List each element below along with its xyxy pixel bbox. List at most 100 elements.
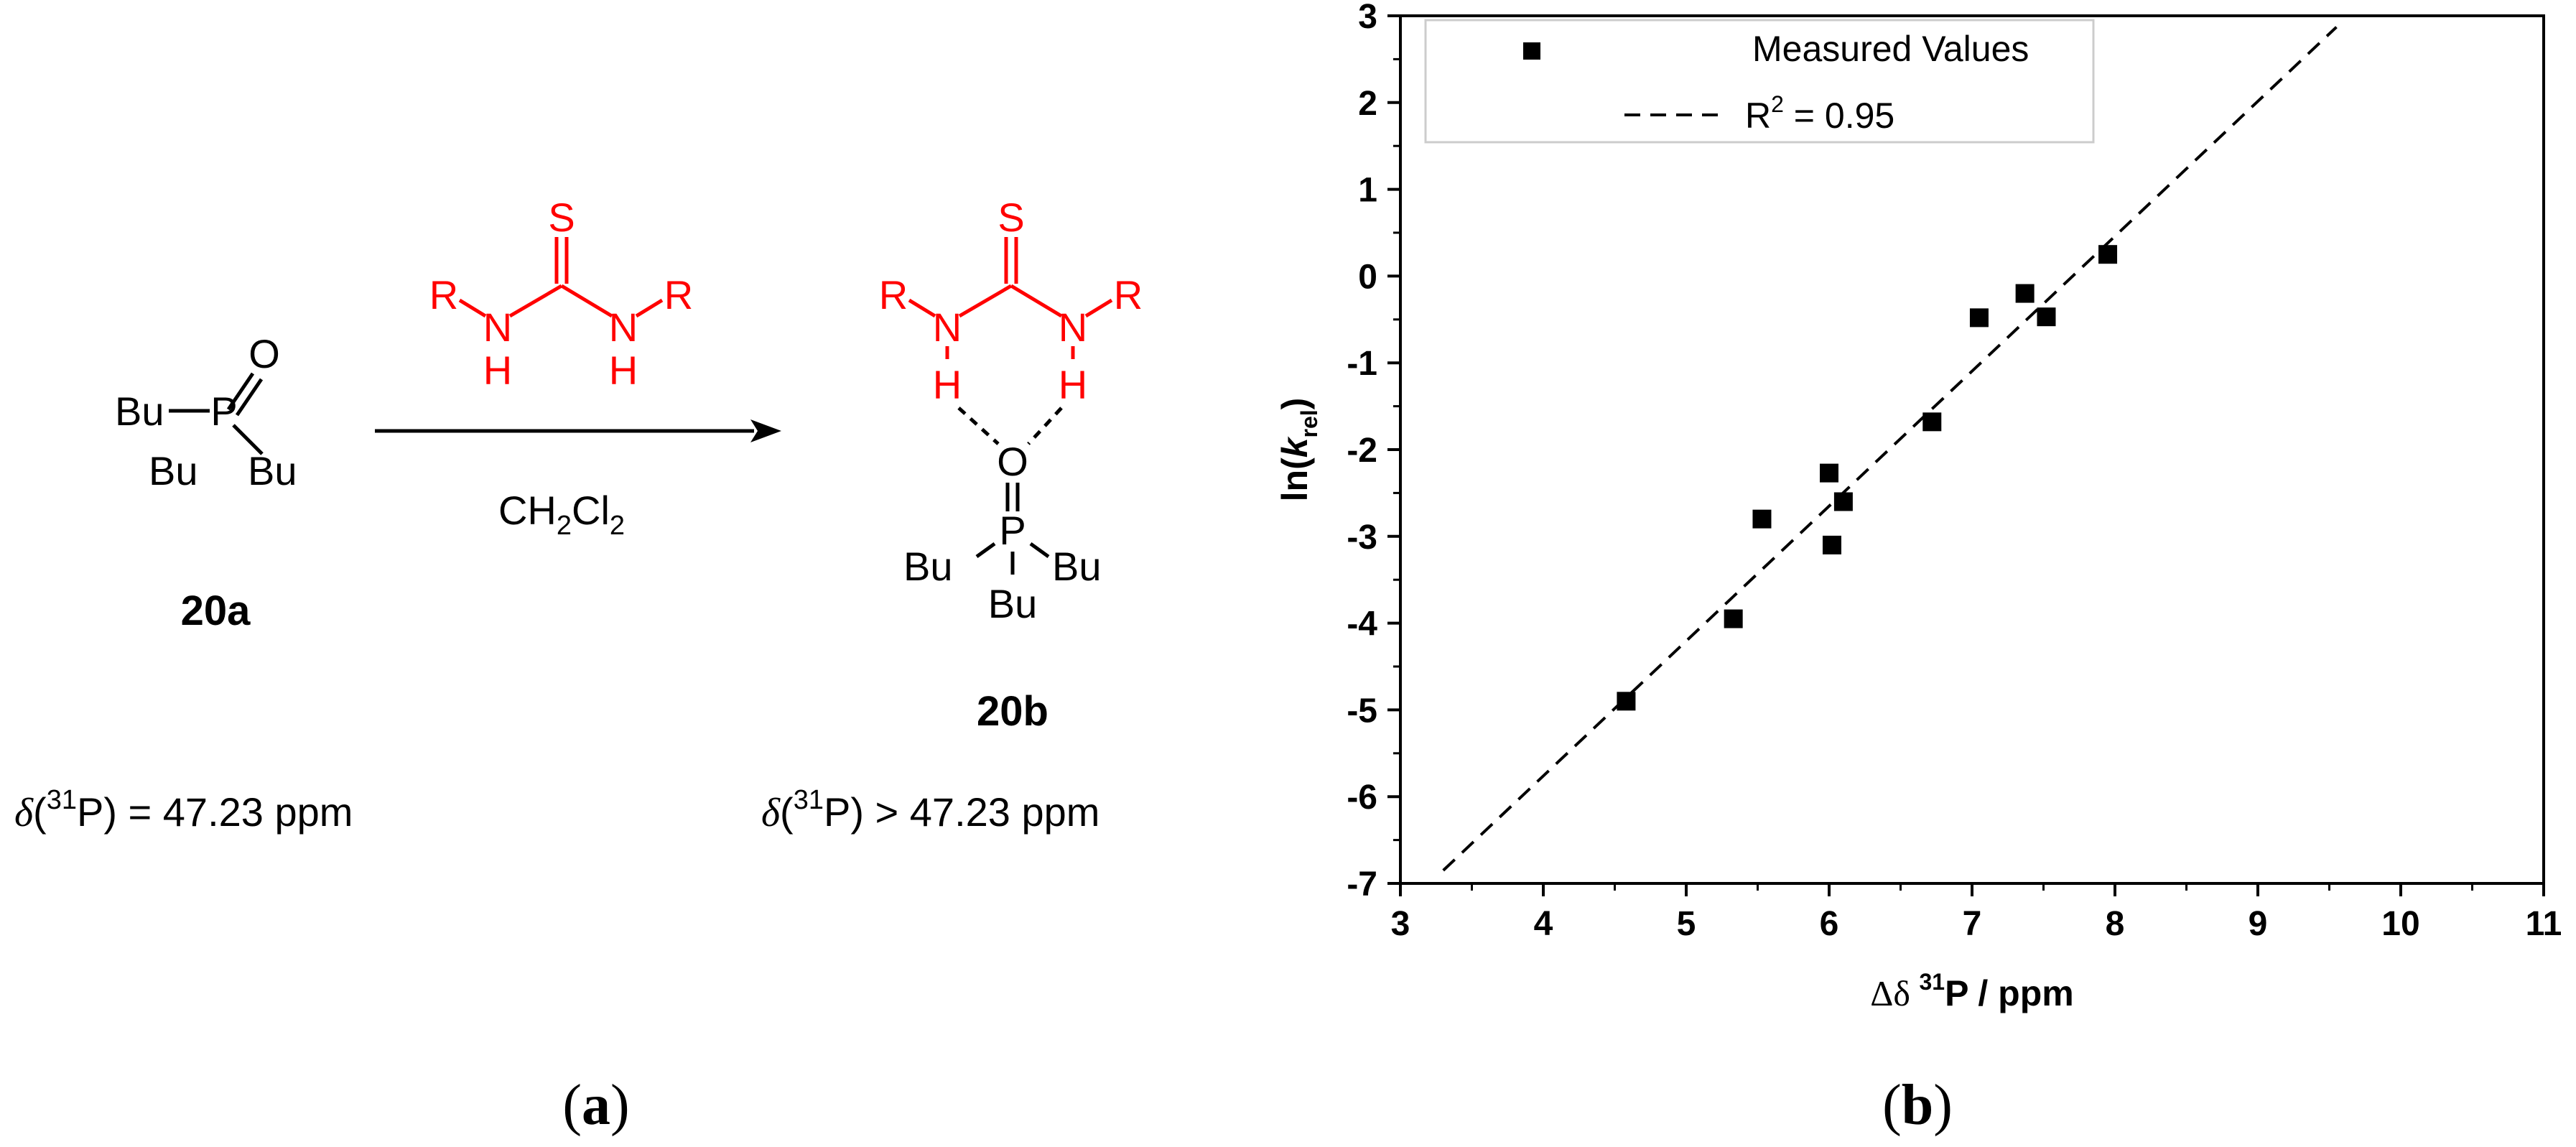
fit-line-layer	[1442, 26, 2338, 872]
delta-symbol: δ	[14, 791, 34, 835]
bond-r-n-left	[908, 298, 936, 318]
atom-h-left: H	[933, 362, 962, 407]
y-tick-label: -7	[1347, 865, 1377, 904]
bond-p-bu-left	[975, 542, 996, 559]
shift-rest: P) > 47.23 ppm	[824, 789, 1099, 835]
y-axis-label: ln(krel)	[1275, 398, 1322, 502]
x-axis-label: Δδ 31P / ppm	[1870, 969, 2073, 1013]
atom-r-right: R	[664, 272, 693, 317]
panel-label-close: )	[1933, 1074, 1953, 1137]
bond-r-n-left	[458, 298, 487, 318]
x-axis-label-rest: P / ppm	[1945, 973, 2074, 1013]
bond-c-n-right	[560, 284, 613, 318]
compound-label-20a: 20a	[181, 588, 251, 634]
y-tick-label: -5	[1347, 692, 1377, 730]
atom-h-left: H	[483, 348, 512, 393]
bond-p-bu-right	[1029, 542, 1050, 559]
legend-series-label: Measured Values	[1752, 29, 2029, 69]
solvent-sub2: 2	[610, 511, 625, 541]
panel-label-b: (b)	[1882, 1074, 1953, 1137]
atom-n-left: N	[933, 305, 962, 350]
x-axis-label-isotope: 31	[1919, 969, 1945, 995]
solvent-cl: Cl	[572, 488, 610, 533]
data-points	[1617, 245, 2118, 711]
bond-p-bu-right	[232, 424, 264, 455]
x-axis-ticks: 3 4 5 6 7 8 9 10 11	[1391, 883, 2562, 943]
arrow-head	[750, 419, 781, 442]
atom-bu-lower-left: Bu	[149, 448, 198, 493]
reaction-arrow	[375, 419, 781, 442]
atom-bu-bottom: Bu	[988, 581, 1038, 626]
data-point	[1833, 492, 1853, 511]
y-tick-label: 2	[1358, 85, 1377, 123]
shift-open: (	[780, 789, 794, 835]
atom-h-right: H	[1059, 362, 1087, 407]
atom-o: O	[997, 439, 1028, 484]
compound-label-20b: 20b	[977, 688, 1048, 735]
x-tick-label: 4	[1534, 905, 1553, 943]
fit-line	[1442, 26, 2338, 872]
x-tick-label: 10	[2381, 905, 2419, 943]
solvent-ch: CH	[498, 488, 557, 533]
atom-r-left: R	[429, 272, 458, 317]
y-tick-label: -3	[1347, 519, 1377, 557]
atom-s: S	[548, 195, 575, 240]
product-20b: S R N H N H R O P Bu Bu Bu 20b δ(31P) > …	[761, 195, 1143, 835]
y-tick-label: -4	[1347, 605, 1377, 644]
y-tick-label: 0	[1358, 258, 1377, 296]
x-tick-label: 3	[1391, 905, 1410, 943]
data-point	[1822, 535, 1841, 554]
atom-o: O	[248, 331, 280, 376]
legend-r: R	[1745, 96, 1771, 136]
data-point	[1922, 412, 1942, 432]
atom-bu-lower-right: Bu	[248, 448, 297, 493]
plot-frame	[1399, 14, 2545, 885]
panel-label-open: (	[1882, 1074, 1902, 1137]
bond-c-n-left	[958, 284, 1013, 318]
solvent-label: CH2Cl2	[498, 488, 625, 541]
y-tick-label: -6	[1347, 779, 1377, 817]
x-tick-label: 6	[1820, 905, 1839, 943]
panel-label-letter: b	[1902, 1074, 1934, 1137]
shift-open: (	[33, 789, 47, 835]
y-tick-label: 3	[1358, 0, 1377, 36]
legend-marker-square	[1523, 42, 1540, 60]
bond-p-o-double-b	[235, 378, 264, 417]
legend: Measured Values R2 = 0.95	[1424, 19, 2095, 144]
bond-n-r-right	[1084, 298, 1113, 318]
solvent-sub1: 2	[557, 511, 572, 541]
reactant-20a: O P Bu Bu Bu 20a δ(31P) = 47.23 ppm	[14, 331, 353, 835]
atom-r-right: R	[1114, 272, 1143, 317]
y-tick-label: -1	[1347, 345, 1377, 383]
atom-h-right: H	[609, 348, 638, 393]
panel-label-open: (	[562, 1074, 582, 1137]
y-axis-label-sub: rel	[1296, 409, 1322, 437]
bond-c-n-left	[508, 284, 563, 318]
atom-s: S	[998, 195, 1024, 240]
legend-box	[1424, 19, 2095, 144]
y-axis-ticks: -7 -6 -5 -4 -3 -2 -1 0 1 2 3	[1347, 0, 1400, 904]
x-tick-label: 5	[1677, 905, 1696, 943]
atom-bu-left: Bu	[903, 544, 953, 589]
data-point	[2037, 307, 2056, 327]
isotope-superscript: 31	[47, 785, 77, 815]
bond-c-n-right	[1010, 284, 1063, 318]
data-point	[2098, 245, 2118, 264]
atom-bu-left: Bu	[115, 389, 164, 434]
y-axis-label-pre: ln(	[1275, 458, 1315, 501]
reactant-chemical-shift: δ(31P) = 47.23 ppm	[14, 785, 353, 835]
atom-p: P	[999, 508, 1026, 553]
data-point	[1969, 308, 1989, 328]
x-axis-label-delta: Δδ	[1870, 973, 1919, 1013]
x-tick-label: 11	[2526, 905, 2562, 943]
data-point	[2015, 284, 2035, 303]
legend-r-value: = 0.95	[1784, 96, 1894, 136]
atom-n-right: N	[1059, 305, 1087, 350]
data-point	[1752, 509, 1772, 529]
atom-bu-right: Bu	[1052, 544, 1102, 589]
data-point	[1724, 609, 1743, 628]
atom-n-right: N	[609, 305, 638, 350]
bond-n-r-right	[635, 298, 664, 318]
x-tick-label: 7	[1963, 905, 1982, 943]
legend-fit-label: R2 = 0.95	[1745, 91, 1894, 136]
